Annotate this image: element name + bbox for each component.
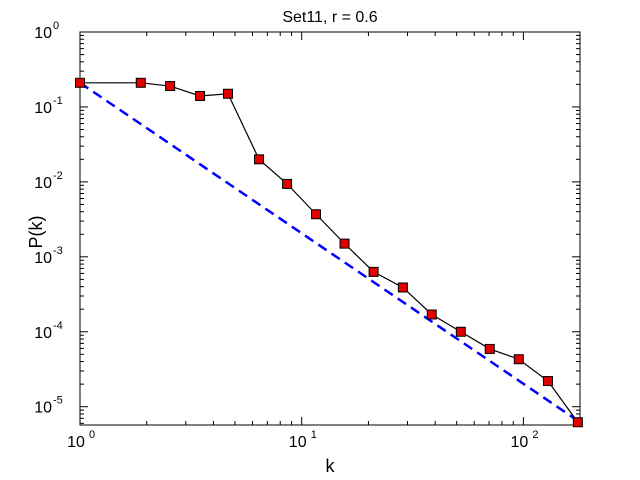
x-axis-label: k	[326, 456, 336, 476]
svg-text:2: 2	[532, 429, 538, 441]
y-tick-label: 10 -2	[34, 170, 63, 192]
data-point-marker	[542, 376, 553, 387]
svg-text:-4: -4	[53, 320, 63, 332]
data-point-marker	[572, 417, 583, 428]
y-axis-label: P(k)	[26, 216, 46, 249]
svg-text:-3: -3	[53, 245, 63, 257]
data-point-marker	[254, 154, 265, 165]
data-point-marker	[310, 209, 321, 220]
plot-series	[75, 77, 583, 428]
data-point-marker	[282, 178, 293, 189]
svg-text:10: 10	[67, 434, 85, 451]
svg-text:10: 10	[34, 250, 52, 267]
svg-text:10: 10	[34, 325, 52, 342]
svg-text:-5: -5	[53, 395, 63, 407]
data-point-marker	[513, 354, 524, 365]
svg-text:10: 10	[34, 100, 52, 117]
svg-text:10: 10	[34, 400, 52, 417]
data-point-marker	[484, 343, 495, 354]
chart-title: Set11, r = 0.6	[282, 9, 377, 26]
fit-line	[79, 81, 579, 422]
x-tick-label: 10 0	[67, 429, 95, 451]
x-tick-label: 10 1	[289, 429, 317, 451]
svg-text:-2: -2	[53, 170, 63, 182]
data-point-marker	[135, 77, 146, 88]
svg-text:-1: -1	[53, 95, 63, 107]
data-point-marker	[397, 282, 408, 293]
svg-text:10: 10	[511, 434, 529, 451]
y-tick-label: 10 -4	[34, 320, 63, 342]
data-point-marker	[195, 90, 206, 101]
svg-text:10: 10	[34, 25, 52, 42]
svg-text:10: 10	[34, 175, 52, 192]
svg-text:1: 1	[311, 429, 317, 441]
y-tick-label: 10 -5	[34, 395, 63, 417]
data-point-marker	[75, 77, 85, 88]
svg-text:0: 0	[53, 20, 59, 32]
data-point-marker	[222, 88, 233, 99]
data-point-marker	[426, 309, 437, 320]
data-point-marker	[339, 238, 350, 249]
svg-text:0: 0	[89, 429, 95, 441]
y-tick-label: 10 -3	[34, 245, 63, 267]
data-point-marker	[455, 326, 466, 337]
x-tick-label: 10 2	[511, 429, 539, 451]
data-point-marker	[165, 81, 176, 92]
svg-text:10: 10	[289, 434, 307, 451]
data-point-marker	[368, 266, 379, 277]
y-tick-label: 10 -1	[34, 95, 63, 117]
y-tick-label: 10 0	[34, 20, 59, 42]
